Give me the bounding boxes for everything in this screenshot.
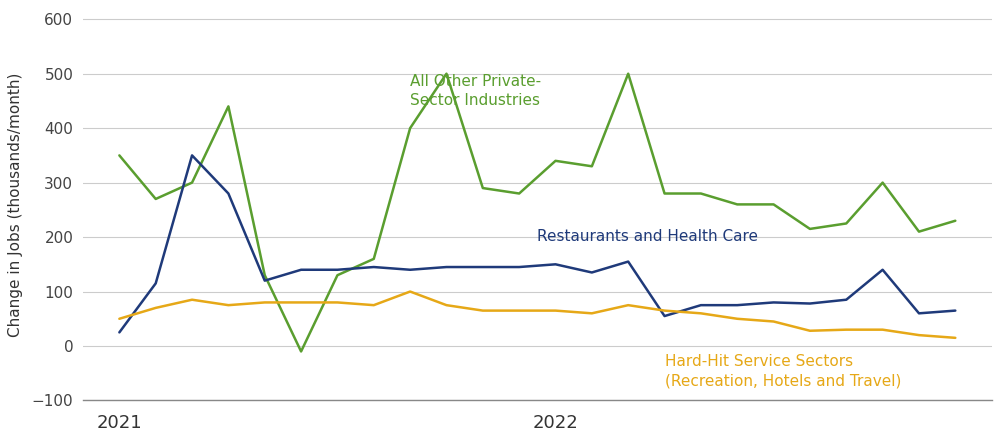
Text: Restaurants and Health Care: Restaurants and Health Care [537, 229, 758, 244]
Text: Hard-Hit Service Sectors
(Recreation, Hotels and Travel): Hard-Hit Service Sectors (Recreation, Ho… [665, 354, 901, 389]
Y-axis label: Change in Jobs (thousands/month): Change in Jobs (thousands/month) [8, 72, 23, 337]
Text: All Other Private-
Sector Industries: All Other Private- Sector Industries [410, 73, 541, 109]
